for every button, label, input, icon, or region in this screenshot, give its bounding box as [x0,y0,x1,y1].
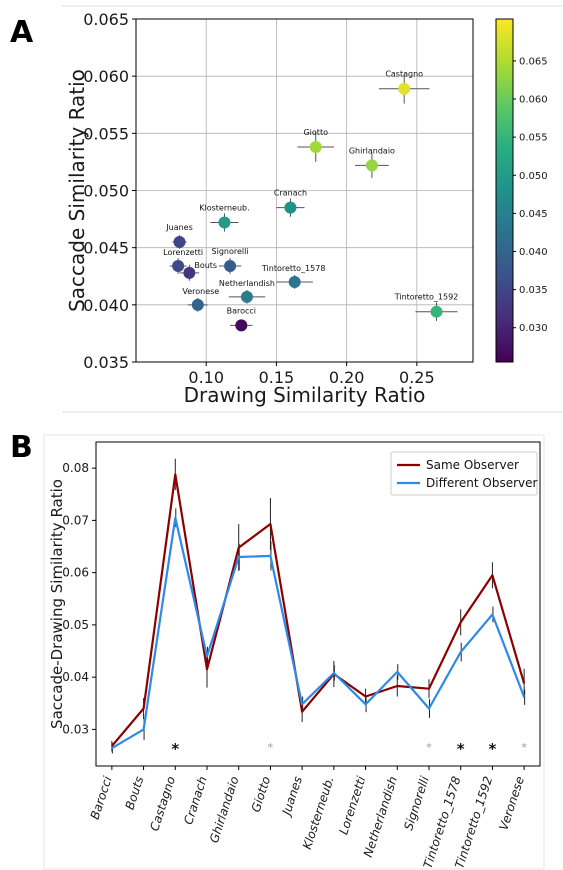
b-x-tick-label-klosterneub: Klosterneub. [300,775,337,851]
x-tick-label-0: 0.10 [188,368,224,387]
point-veronese [191,298,204,311]
point-label-signorelli: Signorelli [212,247,249,256]
point-netherlandish [240,290,253,303]
point-label-cranach: Cranach [274,189,307,198]
line-error-bars [111,458,526,754]
point-lorenzetti [172,259,185,272]
panel-b-border [43,434,545,870]
series-line-different-observer [111,516,526,750]
point-label-barocci: Barocci [227,306,256,315]
scatter-x-axis-label: Drawing Similarity Ratio [184,383,426,407]
scatter-y-ticks: 0.035 0.040 0.045 0.050 0.055 0.060 0.065 [83,10,136,372]
line-y-axis-label: Saccade-Drawing Similarity Ratio [48,479,66,729]
colorbar-tick-label-2: 0.040 [519,247,548,258]
legend: Same Observer Different Observer [390,451,538,496]
b-y-tick-label-1: 0.04 [62,670,89,684]
scatter-x-ticks: 0.10 0.15 0.20 0.25 [188,362,435,387]
point-label-ghirlandaio: Ghirlandaio [349,146,395,155]
b-x-tick-label-signorelli: Signorelli [401,774,432,832]
b-x-tick-label-giotto: Giotto [249,775,274,814]
line-plot-frame [95,441,541,767]
colorbar-tick-label-7: 0.065 [519,56,548,67]
b-x-tick-label-lorenzetti: Lorenzetti [336,774,368,836]
point-ghirlandaio [365,159,378,172]
series-line-same-observer [111,473,526,747]
significance-castagno: * [171,740,179,758]
colorbar-tick-label-0: 0.030 [519,323,548,334]
point-klosterneub [218,216,231,229]
point-label-tintoretto-1592: Tintoretto_1592 [394,293,459,302]
point-tintoretto-1578 [288,275,301,288]
y-tick-label-1: 0.040 [83,296,129,315]
y-tick-label-2: 0.045 [83,239,129,258]
y-tick-label-0: 0.035 [83,353,129,372]
x-tick-label-2: 0.20 [329,368,365,387]
b-x-tick-label-netherlandish: Netherlandish [361,775,400,859]
legend-label-same-observer: Same Observer [426,458,519,472]
point-label-klosterneub: Klosterneub. [199,204,249,213]
panel-b: B * * * * * * Barocci Bouts Castagno CranachGhir… [10,430,545,870]
panel-a: A Castagno Giotto Ghirlandaio Cranach Kloste… [10,5,563,413]
point-castagno [398,82,411,95]
y-tick-label-5: 0.060 [83,67,129,86]
significance-signorelli: * [426,741,432,754]
b-x-tick-label-ghirlandaio: Ghirlandaio [207,775,242,845]
point-barocci [235,319,248,332]
point-label-castagno: Castagno [385,70,423,79]
line-y-ticks: 0.03 0.04 0.05 0.06 0.07 0.08 [62,461,96,736]
point-label-giotto: Giotto [303,128,328,137]
x-tick-label-1: 0.15 [259,368,295,387]
colorbar-tick-label-1: 0.035 [519,285,548,296]
point-signorelli [224,259,237,272]
colorbar-tick-label-5: 0.055 [519,133,548,144]
point-tintoretto-1592 [430,305,443,318]
b-y-tick-label-0: 0.03 [62,722,89,736]
b-y-tick-label-4: 0.07 [62,513,89,527]
colorbar-tick-label-4: 0.050 [519,171,548,182]
y-tick-label-3: 0.050 [83,182,129,201]
b-x-tick-label-veronese: Veronese [496,775,527,832]
point-label-lorenzetti: Lorenzetti [163,248,203,257]
scatter-y-axis-label: Saccade Similarity Ratio [65,69,89,312]
point-label-bouts: Bouts [194,261,217,270]
significance-tintoretto-1592: * [488,740,496,758]
b-y-tick-label-3: 0.06 [62,566,89,580]
significance-markers: * * * * * * [171,740,527,758]
colorbar-ticks: 0.030 0.035 0.040 0.045 0.050 0.055 0.060 0.065 [513,56,548,334]
point-giotto [309,141,322,154]
colorbar [495,18,514,363]
scatter-point-labels: Castagno Giotto Ghirlandaio Cranach Klostern… [163,70,458,316]
b-y-tick-label-2: 0.05 [62,618,89,632]
colorbar-tick-label-6: 0.060 [519,95,548,106]
line-series [111,473,526,750]
b-y-tick-label-5: 0.08 [62,461,89,475]
y-tick-label-6: 0.065 [83,10,129,29]
significance-tintoretto-1578: * [457,740,465,758]
point-label-veronese: Veronese [182,287,219,296]
x-tick-label-3: 0.25 [399,368,435,387]
panel-a-letter: A [10,15,34,50]
panel-b-letter: B [10,430,33,465]
b-x-tick-label-juanes: Juanes [279,775,305,819]
legend-box [390,451,538,496]
point-juanes [173,235,186,248]
significance-veronese: * [521,741,527,754]
colorbar-tick-label-3: 0.045 [519,209,548,220]
point-cranach [284,201,297,214]
b-x-tick-label-barocci: Barocci [88,774,115,821]
point-bouts [183,266,196,279]
legend-label-different-observer: Different Observer [426,476,538,490]
point-label-juanes: Juanes [165,223,193,232]
b-x-tick-label-cranach: Cranach [181,775,210,827]
significance-giotto: * [268,741,274,754]
b-x-tick-label-castagno: Castagno [147,775,178,833]
b-x-tick-label-bouts: Bouts [123,775,147,812]
y-tick-label-4: 0.055 [83,124,129,143]
point-label-tintoretto-1578: Tintoretto_1578 [261,264,326,273]
point-label-netherlandish: Netherlandish [219,279,275,288]
scatter-points [172,82,443,332]
